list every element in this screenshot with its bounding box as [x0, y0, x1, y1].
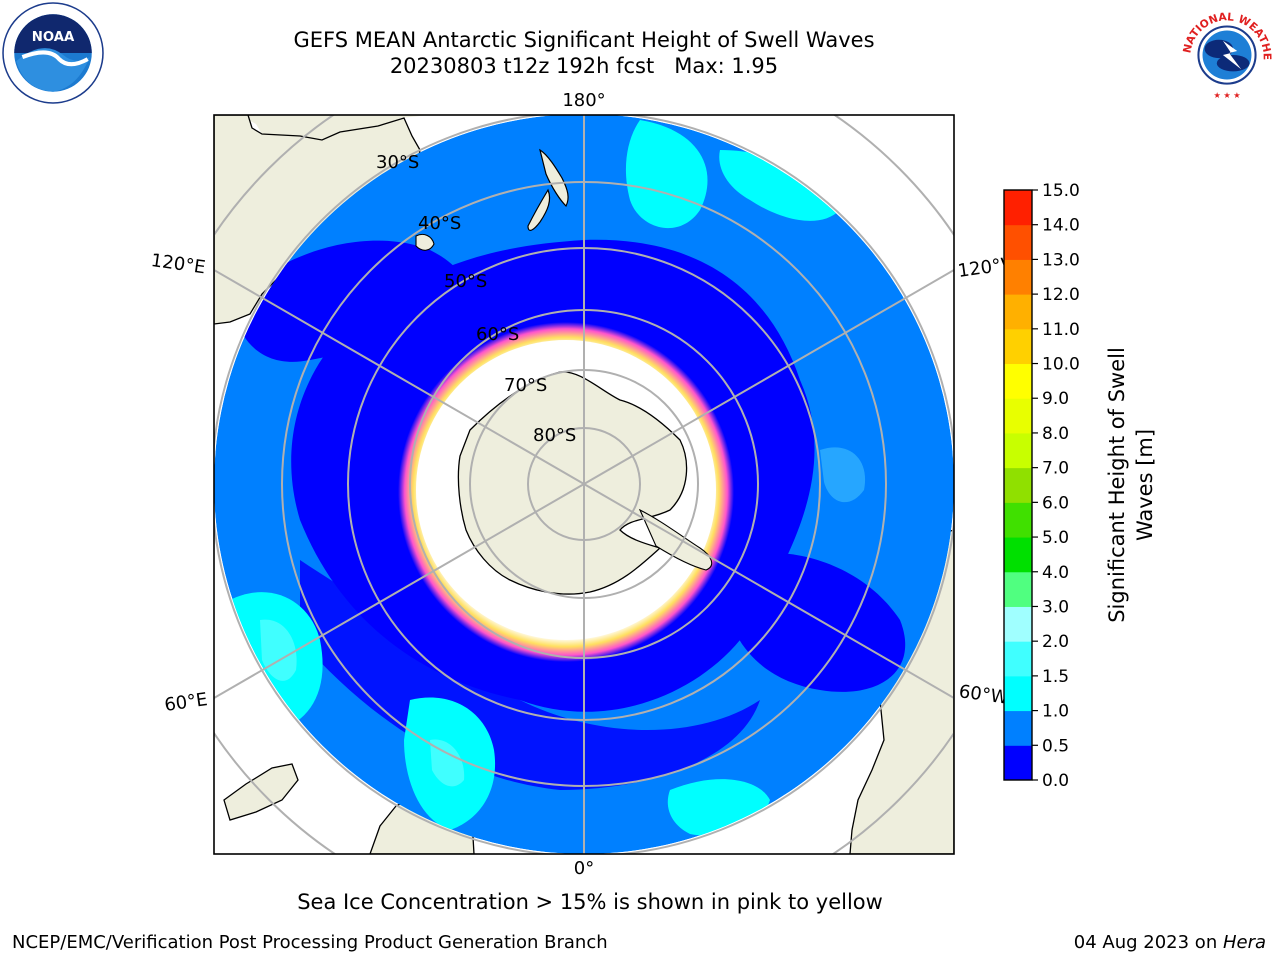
colorbar: 0.0 0.5 1.0 1.5 2.0 3.0 4.0 5.0 6.0 7.0 8.0 9.0 10.0… [1003, 181, 1080, 791]
lon-label-0: 0° [574, 858, 594, 879]
nws-logo: NATIONAL WEATHER SERVICE ★ ★ ★ [1176, 2, 1276, 102]
colorbar-tick-label: 14.0 [1042, 216, 1080, 236]
colorbar-segment [1004, 294, 1032, 330]
colorbar-tick-label: 15.0 [1042, 181, 1080, 201]
colorbar-segment [1004, 502, 1032, 538]
colorbar-segment [1004, 675, 1032, 712]
colorbar-segment [1004, 363, 1032, 399]
colorbar-segment [1004, 710, 1032, 746]
lat-label-30s: 30°S [376, 152, 419, 173]
map-frame [213, 114, 955, 855]
colorbar-tick-label: 13.0 [1042, 250, 1080, 270]
colorbar-segment [1004, 745, 1032, 781]
lat-label-80s: 80°S [533, 425, 576, 446]
colorbar-tick-label: 1.5 [1042, 667, 1069, 687]
lat-label-70s: 70°S [504, 375, 547, 396]
chart-title: GEFS MEAN Antarctic Significant Height o… [293, 28, 875, 52]
lon-label-60w: 60°W [958, 681, 1010, 709]
colorbar-tick-label: 8.0 [1042, 424, 1069, 444]
colorbar-tick-label: 2.0 [1042, 632, 1069, 652]
date-text: 04 Aug 2023 on [1073, 932, 1223, 953]
colorbar-tick-label: 1.0 [1042, 702, 1069, 722]
lon-label-60e: 60°E [163, 689, 209, 716]
colorbar-segment [1004, 398, 1032, 434]
colorbar-tick-label: 12.0 [1042, 285, 1080, 305]
svg-text:NOAA: NOAA [32, 30, 75, 45]
lat-label-50s: 50°S [444, 271, 487, 292]
colorbar-segment [1004, 467, 1032, 503]
noaa-logo: NOAA [2, 2, 104, 104]
map-panel [214, 115, 954, 854]
colorbar-tick-label: 5.0 [1042, 528, 1069, 548]
colorbar-tick-label: 7.0 [1042, 459, 1069, 479]
colorbar-segment [1004, 606, 1032, 642]
colorbar-segment [1004, 641, 1032, 677]
colorbar-tick-label: 10.0 [1042, 355, 1080, 375]
colorbar-segment [1004, 259, 1032, 295]
lat-label-60s: 60°S [476, 324, 519, 345]
lon-label-120e: 120°E [150, 250, 207, 278]
colorbar-tick-label: 4.0 [1042, 563, 1069, 583]
antarctica-land [457, 371, 688, 595]
sea-ice-footnote: Sea Ice Concentration > 15% is shown in … [297, 890, 883, 914]
colorbar-frame [1003, 189, 1033, 781]
lat-label-40s: 40°S [418, 213, 461, 234]
producer-credit: NCEP/EMC/Verification Post Processing Pr… [12, 932, 608, 953]
colorbar-segment [1004, 328, 1032, 365]
colorbar-segment [1004, 224, 1032, 260]
colorbar-tick-label: 0.0 [1042, 771, 1069, 791]
colorbar-segment [1004, 537, 1032, 573]
new-zealand-land [539, 148, 569, 208]
colorbar-label-line2: Waves [m] [1133, 429, 1157, 541]
svg-text:★ ★ ★: ★ ★ ★ [1213, 90, 1240, 100]
colorbar-segment [1004, 190, 1032, 226]
colorbar-tick-label: 3.0 [1042, 597, 1069, 617]
colorbar-segment [1004, 571, 1032, 607]
graticule [214, 115, 954, 854]
date-credit: 04 Aug 2023 on Hera [1074, 932, 1266, 953]
lon-label-180: 180° [562, 90, 605, 111]
chart-subtitle: 20230803 t12z 192h fcst Max: 1.95 [389, 54, 779, 78]
colorbar-tick-label: 6.0 [1042, 493, 1069, 513]
colorbar-tick-label: 11.0 [1042, 320, 1080, 340]
colorbar-tick-label: 9.0 [1042, 389, 1069, 409]
colorbar-tick-label: 0.5 [1042, 736, 1069, 756]
host-name: Hera [1222, 932, 1266, 953]
colorbar-label-line1: Significant Height of Swell [1105, 347, 1129, 623]
colorbar-segment [1004, 432, 1032, 469]
